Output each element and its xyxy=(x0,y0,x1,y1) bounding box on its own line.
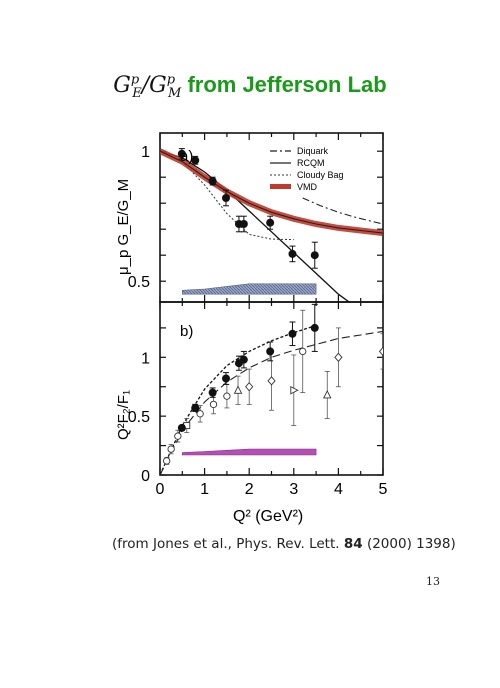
x-tick-label: 1 xyxy=(200,481,209,498)
jlab-data-point xyxy=(208,388,217,397)
y-tick-label: 1 xyxy=(141,350,150,367)
world-data-point xyxy=(233,385,243,394)
world-data-point xyxy=(223,392,231,400)
diquark-curve xyxy=(302,197,383,225)
curves xyxy=(160,148,383,302)
jlab-data-point xyxy=(208,177,217,186)
y-tick-label: 1 xyxy=(141,144,150,161)
panel-a: 10.5 xyxy=(128,132,384,303)
legend-vmd: VMD xyxy=(297,182,318,192)
y-tick-label: 0 xyxy=(141,468,150,485)
jlab-data-point xyxy=(239,355,248,364)
world-data-point xyxy=(290,386,299,395)
rcqm-curve xyxy=(160,150,351,302)
world-data-point xyxy=(334,352,343,362)
x-tick-label: 4 xyxy=(334,481,343,498)
jlab-data-point xyxy=(310,251,319,260)
x-tick-label: 3 xyxy=(289,481,298,498)
vmd-curve xyxy=(160,150,383,234)
jlab-data-point xyxy=(310,323,319,332)
world-data-point xyxy=(299,347,307,356)
legend-cloudy: Cloudy Bag xyxy=(297,170,344,180)
world-data-point xyxy=(245,382,254,392)
x-tick-label: 2 xyxy=(245,481,254,498)
x-label: Q² (GeV²) xyxy=(233,508,303,525)
y-tick-label: 0.5 xyxy=(128,409,150,426)
world-data-point xyxy=(323,389,332,399)
jlab-data-point xyxy=(266,347,275,356)
y-label-b: Q²F₂/F₁ xyxy=(115,390,132,440)
jlab-data-point xyxy=(288,249,297,258)
panel-b: 0 0.5 1 0 1 2 3 4 5 xyxy=(128,301,388,498)
world-data-point xyxy=(378,346,383,357)
legend: Diquark RCQM Cloudy Bag VMD xyxy=(270,146,344,192)
world-data-point xyxy=(167,445,175,453)
panel-label-a: a) xyxy=(180,148,193,165)
jlab-data-point xyxy=(191,156,200,165)
world-data-point xyxy=(163,457,171,465)
world-data-point xyxy=(196,410,204,418)
x-tick-label: 0 xyxy=(156,481,165,498)
jlab-data-point xyxy=(191,403,200,412)
jlab-data-point xyxy=(222,194,231,202)
slide-title: GpE/GpM from Jefferson Lab xyxy=(113,72,387,102)
jlab-data-point xyxy=(177,423,186,432)
systematic-band xyxy=(182,283,317,295)
world-data-point xyxy=(209,400,218,409)
citation: (from Jones et al., Phys. Rev. Lett. 84 … xyxy=(112,536,456,552)
y-tick-label: 0.5 xyxy=(128,274,150,291)
systematic-band xyxy=(182,448,317,456)
jlab-data-point xyxy=(266,218,275,227)
y-label-a: μ_p G_E/G_M xyxy=(115,179,132,275)
jlab-data-point xyxy=(239,220,248,228)
world-data-point xyxy=(174,432,182,440)
x-tick-label: 5 xyxy=(379,481,388,498)
world-data-point xyxy=(267,376,276,386)
panel-label-b: b) xyxy=(180,323,193,340)
legend-diquark: Diquark xyxy=(297,146,329,156)
curves xyxy=(160,303,383,475)
jlab-data-point xyxy=(288,329,297,338)
jlab-data-point xyxy=(222,374,231,383)
legend-vmd-swatch xyxy=(270,184,291,189)
jlab-data-point xyxy=(177,149,186,158)
legend-rcqm: RCQM xyxy=(297,158,325,168)
page-number: 13 xyxy=(426,575,440,588)
